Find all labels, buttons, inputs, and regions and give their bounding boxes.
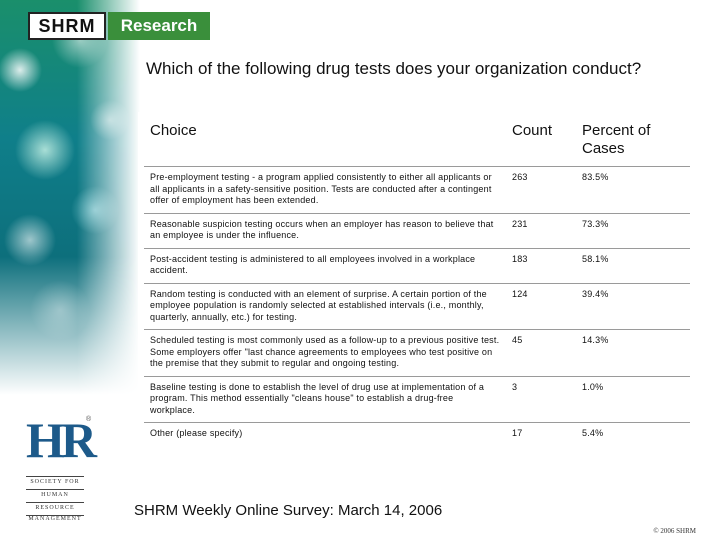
logo-word: HUMAN [41,492,69,498]
shrm-hr-logo: HR ® SOCIETY FOR HUMAN RESOURCE MANAGEME… [24,412,104,524]
logo-word: SOCIETY FOR [30,479,80,485]
count-cell: 45 [506,329,576,377]
choice-cell: Baseline testing is done to establish th… [144,376,506,423]
choice-cell: Reasonable suspicion testing occurs when… [144,213,506,249]
hr-mark: HR [26,412,97,468]
survey-footer: SHRM Weekly Online Survey: March 14, 200… [134,502,443,519]
shrm-logo: SHRM [28,12,106,40]
table-row: Reasonable suspicion testing occurs when… [144,213,690,249]
percent-cell: 14.3% [576,329,690,377]
logo-word: RESOURCE [35,505,75,511]
logo-divider [26,476,84,477]
percent-cell: 39.4% [576,283,690,330]
column-header-choice: Choice [144,118,506,167]
count-cell: 231 [506,213,576,249]
count-cell: 17 [512,428,523,438]
count-cell: 3 [506,376,576,423]
logo-divider [26,515,84,516]
count-cell: 124 [506,283,576,330]
survey-question: Which of the following drug tests does y… [146,59,642,78]
copyright-notice: © 2006 SHRM [653,527,696,535]
decorative-bokeh-background [0,0,140,395]
count-cell: 183 [506,248,576,284]
table-row: Baseline testing is done to establish th… [144,376,690,423]
logo-divider [26,489,84,490]
table-row: Random testing is conducted with an elem… [144,283,690,330]
count-cell: 263 [506,166,576,214]
column-header-count: Count [506,118,576,167]
percent-cell: 5.4% [582,428,604,438]
table-row: Post-accident testing is administered to… [144,248,690,284]
choice-cell: Pre-employment testing - a program appli… [144,166,506,214]
choice-cell: Scheduled testing is most commonly used … [144,329,506,377]
table-row: Pre-employment testing - a program appli… [144,166,690,214]
percent-cell: 83.5% [576,166,690,214]
choice-cell: Random testing is conducted with an elem… [144,283,506,330]
percent-cell: 1.0% [576,376,690,423]
choice-cell: Other (please specify) [150,428,243,438]
research-badge: Research [108,12,210,40]
table-row: Other (please specify) 17 5.4% [144,423,690,446]
table-row: Scheduled testing is most commonly used … [144,329,690,377]
percent-cell: 58.1% [576,248,690,284]
choice-cell: Post-accident testing is administered to… [144,248,506,284]
table-header-row: Choice Count Percent of Cases [144,118,690,167]
results-table: Choice Count Percent of Cases Pre-employ… [144,118,690,446]
percent-cell: 73.3% [576,213,690,249]
header-bar: SHRM Research [0,0,720,44]
logo-word: MANAGEMENT [28,516,82,522]
column-header-percent: Percent of Cases [576,118,690,167]
registered-mark: ® [86,416,92,423]
logo-divider [26,502,84,503]
